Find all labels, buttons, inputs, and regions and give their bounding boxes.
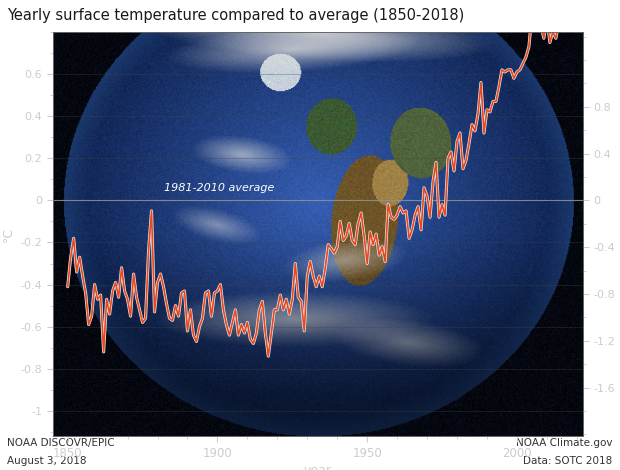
Text: NOAA Climate.gov: NOAA Climate.gov	[516, 438, 613, 447]
Text: Data: SOTC 2018: Data: SOTC 2018	[523, 456, 613, 466]
Text: August 3, 2018: August 3, 2018	[7, 456, 87, 466]
Text: NOAA DISCOVR/EPIC: NOAA DISCOVR/EPIC	[7, 438, 115, 447]
Text: Yearly surface temperature compared to average (1850-2018): Yearly surface temperature compared to a…	[7, 8, 465, 24]
Text: 1981-2010 average: 1981-2010 average	[164, 183, 274, 193]
X-axis label: year: year	[304, 464, 332, 470]
Y-axis label: °C: °C	[2, 227, 15, 242]
